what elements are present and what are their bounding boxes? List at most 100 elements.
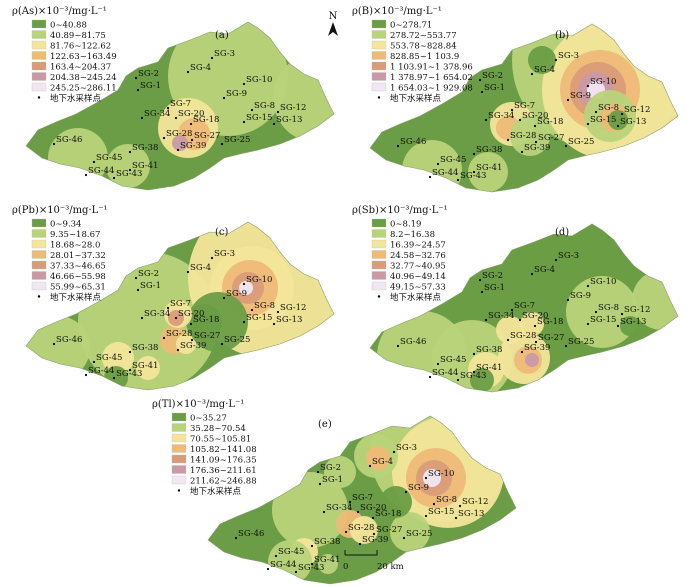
site-label: SG-41 <box>132 361 158 371</box>
legend-class-label: 49.15~57.33 <box>390 283 446 293</box>
sample-point <box>620 112 624 116</box>
sample-point <box>436 162 440 166</box>
site-label: SG-28 <box>510 131 536 141</box>
site-label: SG-8 <box>254 301 275 311</box>
site-label: SG-15 <box>590 115 616 125</box>
sample-point <box>174 316 178 320</box>
site-label: SG-41 <box>476 363 502 373</box>
sample-point <box>186 270 190 274</box>
panel-b-legend-title: ρ(B)×10⁻³/mg·L⁻¹ <box>352 6 442 17</box>
panel-d-legend-title: ρ(Sb)×10⁻³/mg·L⁻¹ <box>352 205 448 216</box>
sample-point <box>456 178 460 182</box>
panel-b-map: SG-2SG-1SG-3SG-4SG-7SG-10SG-9SG-20SG-18S… <box>369 23 679 193</box>
panel-c-label: (c) <box>215 227 229 238</box>
sample-point <box>174 116 178 120</box>
site-label: SG-7 <box>514 101 535 111</box>
sample-point <box>112 176 116 180</box>
sample-point <box>564 144 568 148</box>
legend-class-label: 278.72~553.77 <box>390 31 457 41</box>
sample-point <box>484 318 488 322</box>
sample-point <box>272 322 276 326</box>
sample-point <box>128 168 132 172</box>
site-label: SG-7 <box>514 301 535 311</box>
site-label: SG-27 <box>194 331 220 341</box>
legend-class-label: 828.85~1 103.9 <box>390 52 459 62</box>
site-label: SG-8 <box>436 495 457 505</box>
legend-swatch <box>31 72 47 81</box>
legend-swatch <box>171 412 187 422</box>
sample-point <box>510 308 514 312</box>
site-label: SG-34 <box>488 111 514 121</box>
sample-point <box>472 170 476 174</box>
site-label: SG-38 <box>314 537 340 547</box>
sample-point <box>534 140 538 144</box>
sample-point <box>310 544 314 548</box>
sample-point <box>472 152 476 156</box>
sample-point <box>428 175 432 179</box>
site-label: SG-4 <box>190 63 211 73</box>
sample-point <box>454 516 458 520</box>
legend-swatch <box>31 30 47 39</box>
sample-point <box>189 322 193 326</box>
sample-point <box>294 570 298 574</box>
site-label: SG-43 <box>460 371 486 381</box>
site-label: SG-28 <box>348 523 374 533</box>
site-label: SG-41 <box>132 161 158 171</box>
legend-swatch <box>371 250 387 259</box>
site-label: SG-4 <box>534 65 555 75</box>
site-label: SG-39 <box>180 141 206 151</box>
site-label: SG-39 <box>362 535 388 545</box>
panel-e-zone <box>272 472 348 548</box>
panel-d-zone <box>496 316 524 344</box>
site-label: SG-18 <box>193 115 219 125</box>
sample-point <box>566 98 570 102</box>
site-label: SG-1 <box>140 281 161 291</box>
legend-swatch <box>171 475 187 485</box>
site-label: SG-34 <box>326 503 352 513</box>
sample-point <box>176 348 180 352</box>
sample-point <box>344 530 348 534</box>
legend-point-label: 地下水采样点 <box>50 292 102 303</box>
sample-point <box>128 350 132 354</box>
site-label: SG-12 <box>624 305 650 315</box>
legend-class-label: 8.2~16.38 <box>390 230 435 240</box>
site-label: SG-46 <box>400 137 426 147</box>
site-label: SG-25 <box>224 335 250 345</box>
sample-point <box>586 322 590 326</box>
site-label: SG-12 <box>624 105 650 115</box>
site-label: SG-10 <box>590 77 616 87</box>
sample-point <box>518 318 522 322</box>
panel-e-legend: ρ(Tl)×10⁻³/mg·L⁻¹ 0~35.2735.28~70.5470.55… <box>152 399 257 497</box>
site-label: SG-4 <box>372 457 393 467</box>
sample-point <box>510 108 514 112</box>
sample-point <box>242 282 246 286</box>
legend-class-label: 40.89~81.75 <box>50 31 106 41</box>
legend-swatch <box>31 239 47 249</box>
sample-point <box>472 352 476 356</box>
site-label: SG-39 <box>180 341 206 351</box>
legend-class-label: 37.33~46.65 <box>50 262 106 272</box>
sample-point <box>186 70 190 74</box>
legend-swatch <box>371 229 387 238</box>
sample-point <box>222 296 226 300</box>
site-label: SG-18 <box>193 315 219 325</box>
panel-a-contours <box>48 22 334 188</box>
panel-e-zone <box>380 486 412 518</box>
site-label: SG-3 <box>214 249 235 259</box>
panel-b-zone <box>468 152 508 192</box>
site-label: SG-8 <box>254 101 275 111</box>
legend-class-label: 553.78~828.84 <box>390 42 457 52</box>
sample-point <box>189 122 193 126</box>
sample-point <box>432 502 436 506</box>
sample-point <box>52 142 56 146</box>
site-label: SG-18 <box>537 317 563 327</box>
site-label: SG-25 <box>224 135 250 145</box>
panel-e-zone <box>366 446 390 470</box>
legend-swatch <box>371 19 387 29</box>
sample-point <box>128 368 132 372</box>
sample-point <box>220 342 224 346</box>
panel-e-zone <box>390 512 430 552</box>
sample-point <box>276 310 280 314</box>
site-label: SG-27 <box>538 333 564 343</box>
